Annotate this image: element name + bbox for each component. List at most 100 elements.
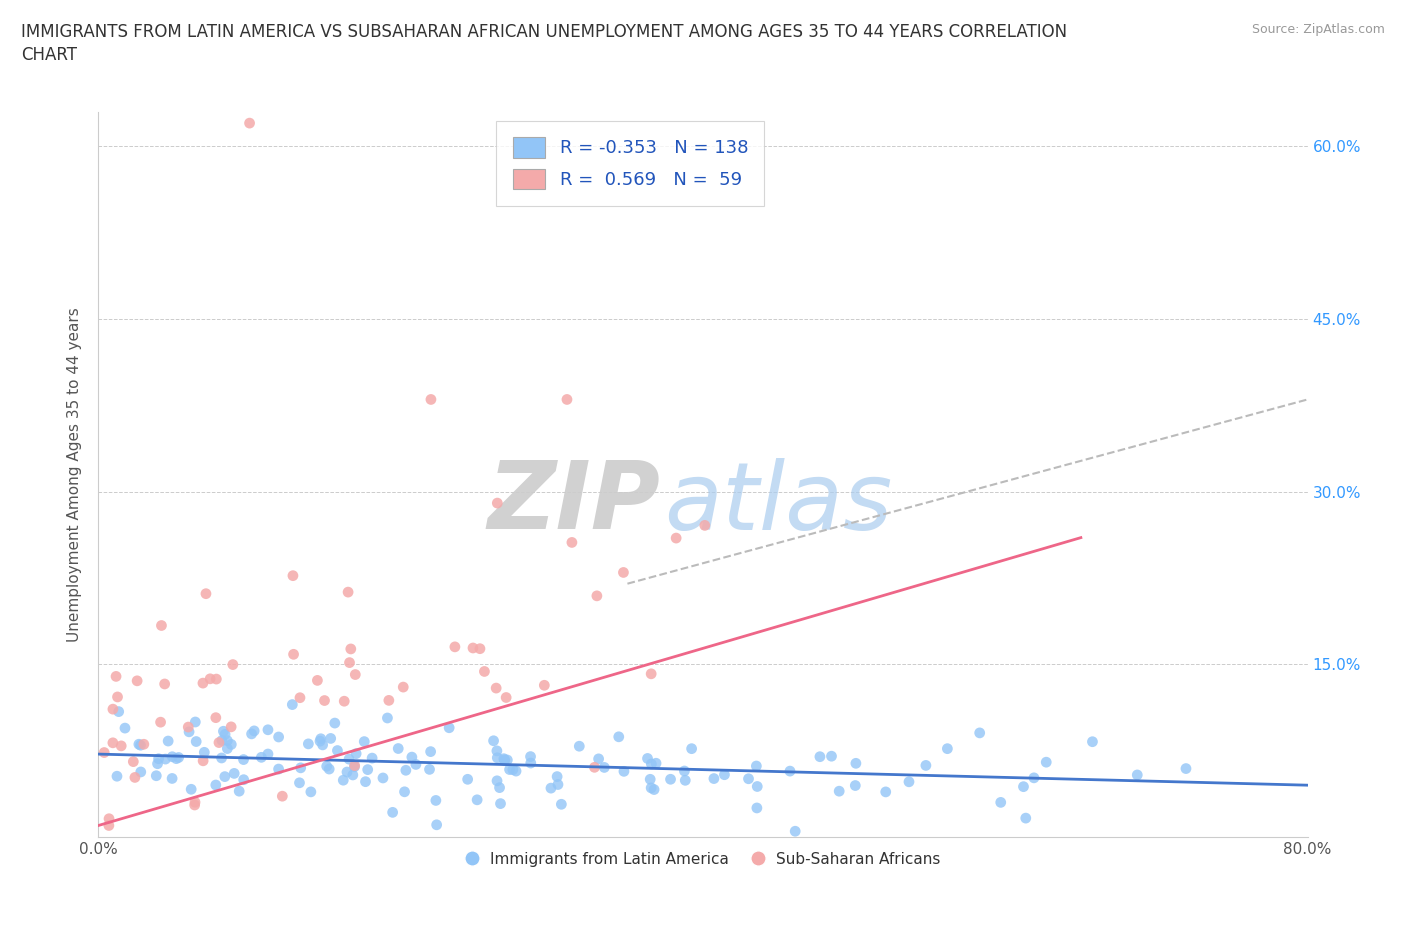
Point xyxy=(129,737,152,752)
Point xyxy=(240,726,263,741)
Point xyxy=(555,392,578,407)
Point xyxy=(808,750,831,764)
Point xyxy=(217,741,239,756)
Point xyxy=(505,764,527,778)
Point xyxy=(586,589,609,604)
Point xyxy=(267,762,290,777)
Point xyxy=(643,782,665,797)
Point xyxy=(457,772,479,787)
Point xyxy=(612,565,634,580)
Point xyxy=(583,760,606,775)
Point xyxy=(377,711,399,725)
Point xyxy=(336,764,359,779)
Point xyxy=(401,750,423,764)
Point xyxy=(307,673,329,688)
Point xyxy=(193,745,215,760)
Point xyxy=(779,764,801,778)
Text: IMMIGRANTS FROM LATIN AMERICA VS SUBSAHARAN AFRICAN UNEMPLOYMENT AMONG AGES 35 T: IMMIGRANTS FROM LATIN AMERICA VS SUBSAHA… xyxy=(21,23,1067,41)
Point xyxy=(820,749,842,764)
Point xyxy=(204,777,226,792)
Point xyxy=(737,771,759,786)
Point xyxy=(461,641,484,656)
Point xyxy=(315,759,337,774)
Point xyxy=(392,680,415,695)
Point xyxy=(323,715,346,730)
Point xyxy=(665,531,688,546)
Point xyxy=(318,762,340,777)
Point xyxy=(485,743,508,758)
Point xyxy=(145,768,167,783)
Point xyxy=(693,518,716,533)
Point xyxy=(745,801,768,816)
Point xyxy=(101,702,124,717)
Point xyxy=(105,769,128,784)
Point xyxy=(267,729,290,744)
Point xyxy=(232,772,254,787)
Text: atlas: atlas xyxy=(664,458,893,549)
Legend: Immigrants from Latin America, Sub-Saharan Africans: Immigrants from Latin America, Sub-Sahar… xyxy=(460,845,946,873)
Point xyxy=(290,761,312,776)
Point xyxy=(703,771,725,786)
Point xyxy=(420,392,443,407)
Point xyxy=(486,496,509,511)
Point xyxy=(191,753,214,768)
Point xyxy=(337,751,360,766)
Point xyxy=(114,721,136,736)
Point xyxy=(785,824,807,839)
Point xyxy=(311,737,333,752)
Point xyxy=(489,796,512,811)
Point xyxy=(394,784,416,799)
Point xyxy=(343,759,366,774)
Point xyxy=(107,689,129,704)
Point xyxy=(613,764,636,778)
Point xyxy=(211,733,233,748)
Point xyxy=(314,693,336,708)
Point xyxy=(550,797,572,812)
Point xyxy=(465,792,488,807)
Point xyxy=(426,817,449,832)
Point xyxy=(361,751,384,765)
Point xyxy=(640,667,662,682)
Point xyxy=(344,746,367,761)
Point xyxy=(468,642,491,657)
Point xyxy=(482,734,505,749)
Point xyxy=(309,734,332,749)
Point xyxy=(110,738,132,753)
Point xyxy=(224,766,246,781)
Point xyxy=(637,751,659,766)
Point xyxy=(844,778,866,793)
Text: Source: ZipAtlas.com: Source: ZipAtlas.com xyxy=(1251,23,1385,36)
Point xyxy=(485,681,508,696)
Point xyxy=(339,642,361,657)
Text: ZIP: ZIP xyxy=(488,458,661,550)
Point xyxy=(180,782,202,797)
Point xyxy=(288,776,311,790)
Point xyxy=(184,795,207,810)
Point xyxy=(418,762,440,777)
Point xyxy=(214,727,236,742)
Point xyxy=(561,535,583,550)
Point xyxy=(659,772,682,787)
Point xyxy=(405,757,427,772)
Point xyxy=(588,751,610,766)
Point xyxy=(845,756,868,771)
Point xyxy=(828,784,851,799)
Point xyxy=(395,763,418,777)
Point xyxy=(486,774,509,789)
Point xyxy=(875,785,897,800)
Point xyxy=(990,795,1012,810)
Point xyxy=(250,750,273,764)
Point xyxy=(640,780,662,795)
Point xyxy=(183,798,205,813)
Point xyxy=(107,704,129,719)
Point xyxy=(607,729,630,744)
Point xyxy=(205,671,228,686)
Point xyxy=(217,733,239,748)
Point xyxy=(186,734,208,749)
Point xyxy=(519,750,541,764)
Point xyxy=(745,759,768,774)
Point xyxy=(495,690,517,705)
Point xyxy=(681,741,703,756)
Point xyxy=(239,115,262,130)
Point xyxy=(387,741,409,756)
